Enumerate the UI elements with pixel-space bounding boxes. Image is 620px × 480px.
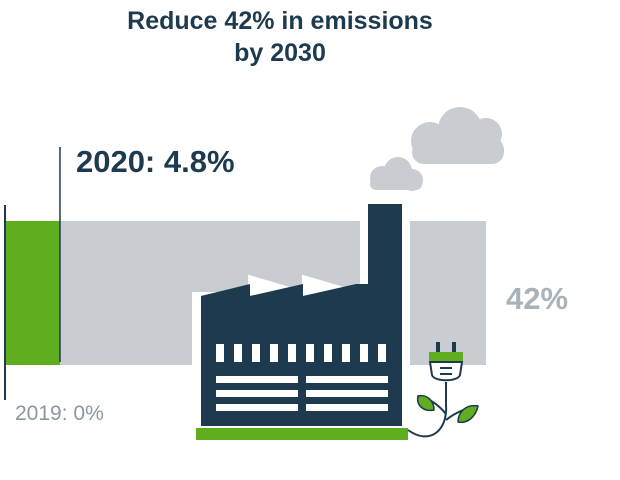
plug-icon: [407, 342, 464, 438]
progress-label: 2020: 4.8%: [76, 144, 235, 179]
progress-bar: [5, 221, 60, 365]
title-line-2: by 2030: [234, 39, 326, 67]
smoke-cloud-icon: [411, 107, 504, 164]
factory-icon: [192, 196, 410, 440]
title-line-1: Reduce 42% in emissions: [127, 7, 433, 35]
smoke-cloud-icon: [370, 157, 423, 191]
target-label: 42%: [506, 281, 568, 316]
leaf-icon: [445, 404, 479, 424]
leaf-icon: [416, 394, 447, 415]
baseline-label: 2019: 0%: [15, 402, 104, 425]
